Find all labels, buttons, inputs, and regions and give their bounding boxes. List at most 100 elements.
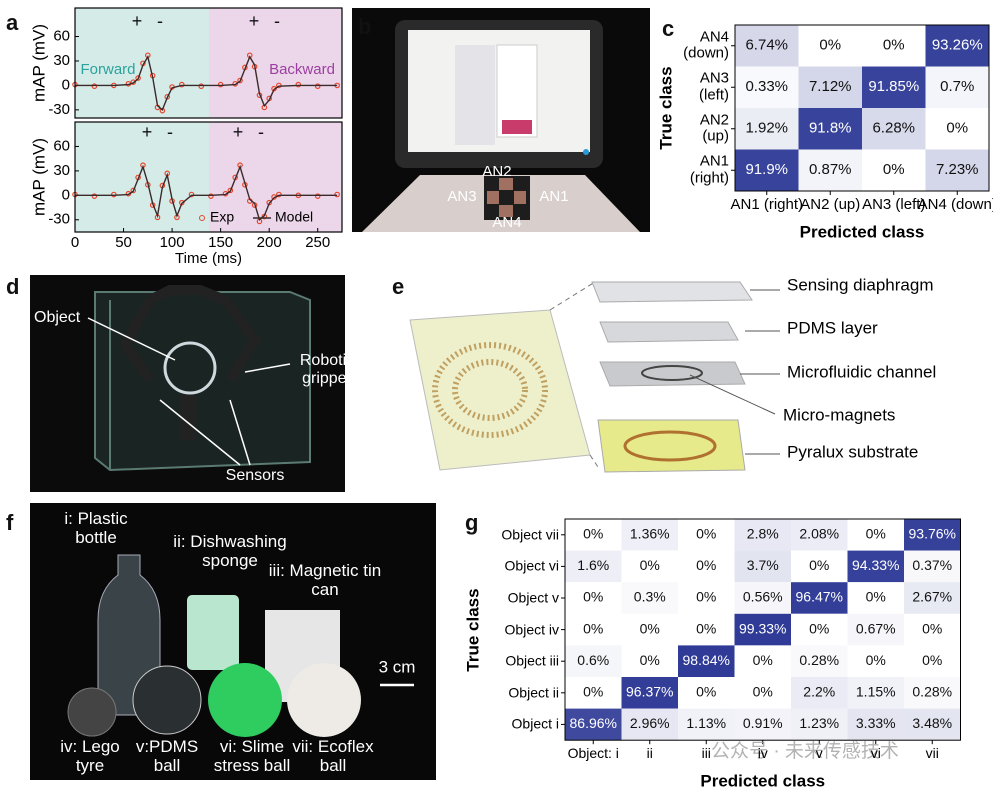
cell-label: 91.8% xyxy=(809,120,852,137)
y-category: Object vi xyxy=(504,557,559,574)
pdms-ball xyxy=(132,665,202,735)
y-category: AN4 (down) xyxy=(683,28,729,62)
annotation: Backward xyxy=(269,61,335,78)
cell-label: 1.6% xyxy=(577,557,609,573)
cell-label: 3.7% xyxy=(747,557,779,573)
y-category: Object iv xyxy=(504,620,559,637)
cell-label: 0% xyxy=(696,620,716,636)
annotation: - xyxy=(258,122,264,142)
cell-label: 0% xyxy=(883,161,905,178)
layer-pdms xyxy=(599,321,739,343)
x-tick-label: 150 xyxy=(208,234,233,251)
exp-point xyxy=(130,79,137,85)
object-label: vii: Ecoflex ball xyxy=(292,737,374,775)
panel-letter: d xyxy=(6,274,19,299)
y-category: Object i xyxy=(511,715,559,732)
cell-label: 0% xyxy=(753,652,773,668)
heat-cell xyxy=(734,645,791,677)
x-tick-label: 50 xyxy=(115,234,132,251)
layer-label: Sensing diaphragm xyxy=(787,275,933,294)
cell-label: 0% xyxy=(866,652,886,668)
cell-label: 0.28% xyxy=(799,652,839,668)
heat-cell xyxy=(862,25,926,67)
cell-label: 0% xyxy=(583,526,603,542)
heat-cell xyxy=(798,25,862,67)
heat-cell xyxy=(735,108,799,150)
y-category: Object ii xyxy=(508,684,559,701)
x-axis-label: Time (ms) xyxy=(175,250,242,267)
cell-label: 0.87% xyxy=(809,161,852,178)
heat-cell xyxy=(847,582,904,614)
y-category: AN1 (right) xyxy=(689,152,729,187)
layer-diaphragm xyxy=(591,281,753,303)
heat-cell xyxy=(734,582,791,614)
annotation: Forward xyxy=(80,61,135,78)
heat-cell xyxy=(678,550,735,583)
x-category: iv xyxy=(757,745,768,762)
heat-cell xyxy=(735,25,799,67)
cell-label: 0% xyxy=(696,557,716,573)
y-category: Object iii xyxy=(505,652,559,669)
cell-label: 0% xyxy=(583,620,603,636)
cell-label: 0% xyxy=(883,37,905,54)
heat-cell xyxy=(565,677,622,709)
heat-cell xyxy=(734,613,791,646)
shaded-region xyxy=(75,122,209,232)
heat-cell xyxy=(735,66,799,108)
cell-label: 91.85% xyxy=(868,78,919,95)
annotation: - xyxy=(157,11,163,31)
object-label: iii: Magnetic tin can xyxy=(268,561,382,599)
layer-substrate xyxy=(597,419,746,473)
x-category: AN2 (up) xyxy=(800,196,861,213)
legend-label: Model xyxy=(275,209,313,225)
cell-label: 1.15% xyxy=(856,684,896,700)
heat-cell xyxy=(904,519,961,551)
x-axis-label: Predicted class xyxy=(800,222,925,241)
object-label: iv: Lego tyre xyxy=(60,737,120,775)
plot-frame xyxy=(74,121,343,233)
x-category: AN3 (left) xyxy=(862,196,926,213)
y-tick-label: -30 xyxy=(48,211,70,228)
heat-cell xyxy=(678,613,735,646)
cell-label: 0% xyxy=(809,620,829,636)
exp-point xyxy=(276,82,282,89)
tyre xyxy=(67,687,117,737)
heat-cell xyxy=(621,677,678,709)
heat-cell xyxy=(904,613,961,646)
heat-cell xyxy=(791,708,848,741)
y-category: AN2 (up) xyxy=(699,111,729,145)
layer-label: Microfluidic channel xyxy=(787,362,936,381)
cell-label: 86.96% xyxy=(570,715,617,731)
heat-cell xyxy=(847,550,904,583)
heat-cell xyxy=(904,708,961,741)
y-tick-label: 30 xyxy=(53,162,70,179)
cell-label: 0% xyxy=(922,620,942,636)
watermark: 公众号 · 未来传感技术 xyxy=(711,740,899,762)
sensor-label: AN2 xyxy=(482,163,511,180)
shaded-region xyxy=(208,8,342,118)
exp-point xyxy=(227,187,234,194)
cell-label: 0% xyxy=(583,684,603,700)
shaded-region xyxy=(75,8,209,118)
layer-label: PDMS layer xyxy=(787,318,878,337)
exp-point xyxy=(276,191,282,198)
exp-point xyxy=(314,193,321,199)
cell-label: 0% xyxy=(583,589,603,605)
cell-label: 7.23% xyxy=(936,161,979,178)
heat-cell xyxy=(862,108,926,150)
sensor-label: AN4 xyxy=(492,214,521,231)
legend-marker xyxy=(199,215,205,221)
annotation: - xyxy=(167,122,173,142)
exp-point xyxy=(237,77,243,84)
y-axis-label: mAP (mV) xyxy=(29,24,48,102)
cell-label: 0.91% xyxy=(743,715,783,731)
sensor-label: AN3 xyxy=(447,188,476,205)
annotation: - xyxy=(274,11,280,31)
sensor-label: AN1 xyxy=(539,188,568,205)
cell-label: 0% xyxy=(819,37,841,54)
heat-cell xyxy=(904,582,961,614)
cell-label: 0.3% xyxy=(634,589,666,605)
cell-label: 0% xyxy=(640,557,660,573)
heat-cell xyxy=(678,677,735,709)
cell-label: 0.37% xyxy=(912,557,952,573)
